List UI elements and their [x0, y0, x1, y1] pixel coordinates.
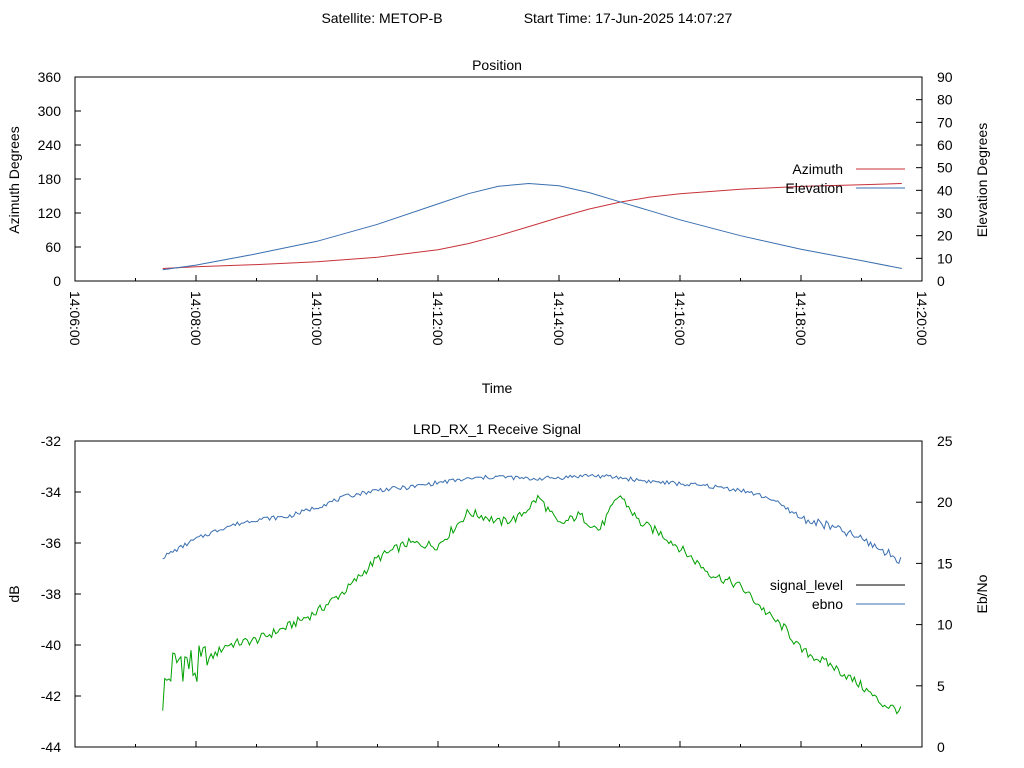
signal-legend: signal_level ebno: [770, 577, 905, 612]
position-y2-tick-label: 20: [937, 228, 953, 244]
position-y2-tick-label: 60: [937, 137, 953, 153]
legend-azimuth-label: Azimuth: [792, 161, 843, 177]
signal-y-tick-label: -42: [41, 688, 61, 704]
signal-y-tick-label: -36: [41, 535, 61, 551]
position-y-tick-label: 180: [38, 171, 62, 187]
position-x-axis-label: Time: [482, 380, 513, 396]
start-time-label: Start Time: 17-Jun-2025 14:07:27: [524, 10, 733, 26]
satellite-label: Satellite: METOP-B: [321, 10, 442, 26]
position-title: Position: [472, 57, 522, 73]
position-x-tick-label: 14:06:00: [67, 291, 83, 346]
position-y-axis-label: Azimuth Degrees: [6, 126, 22, 233]
series-ebno-line: [162, 473, 902, 564]
position-x-tick-label: 14:08:00: [188, 291, 204, 346]
position-y-tick-label: 300: [38, 103, 62, 119]
signal-y2-tick-label: 15: [937, 555, 953, 571]
signal-y-tick-label: -44: [41, 739, 61, 755]
position-x-tick-label: 14:10:00: [309, 291, 325, 346]
signal-y2-tick-label: 5: [937, 678, 945, 694]
position-chart: Position 0 60 120 180 240 300 360 0 10 20 30 40 50 60…: [6, 57, 990, 396]
position-plot-frame: [74, 76, 923, 282]
position-legend: Azimuth Elevation: [785, 161, 905, 196]
position-y-tick-label: 120: [38, 205, 62, 221]
signal-y2-tick-label: 20: [937, 494, 953, 510]
position-y2-tick-label: 30: [937, 205, 953, 221]
legend-elevation-label: Elevation: [785, 180, 843, 196]
signal-y2-tick-label: 0: [937, 739, 945, 755]
position-x-tick-label: 14:16:00: [672, 291, 688, 346]
legend-ebno-label: ebno: [812, 596, 843, 612]
position-y2-tick-label: 80: [937, 92, 953, 108]
position-x-tick-label: 14:18:00: [793, 291, 809, 346]
signal-y2-axis-label: Eb/No: [974, 574, 990, 613]
signal-title: LRD_RX_1 Receive Signal: [413, 421, 581, 437]
position-x-tick-label: 14:14:00: [551, 291, 567, 346]
series-azimuth-line: [162, 183, 902, 269]
position-y2-tick-label: 10: [937, 250, 953, 266]
position-y-tick-label: 240: [38, 137, 62, 153]
position-y-tick-label: 0: [53, 273, 61, 289]
position-x-tick-label: 14:20:00: [914, 291, 930, 346]
signal-y-tick-label: -40: [41, 637, 61, 653]
signal-plot-frame: [74, 440, 923, 748]
signal-y-tick-label: -32: [41, 433, 61, 449]
position-y2-tick-label: 70: [937, 114, 953, 130]
signal-y-axis-label: dB: [6, 585, 22, 602]
signal-chart: LRD_RX_1 Receive Signal -44 -42 -40 -38 -36 -…: [6, 421, 990, 755]
signal-y-tick-label: -38: [41, 586, 61, 602]
position-y2-tick-label: 90: [937, 69, 953, 85]
legend-signal-level-label: signal_level: [770, 577, 843, 593]
position-y-tick-label: 60: [45, 239, 61, 255]
position-x-tick-label: 14:12:00: [430, 291, 446, 346]
position-y2-tick-label: 40: [937, 182, 953, 198]
series-elevation-line: [162, 182, 902, 271]
signal-y2-tick-label: 25: [937, 433, 953, 449]
position-y-tick-label: 360: [38, 69, 62, 85]
series-signal-level-line: [162, 494, 902, 715]
position-y2-tick-label: 0: [937, 273, 945, 289]
signal-y2-tick-label: 10: [937, 617, 953, 633]
signal-y-tick-label: -34: [41, 484, 61, 500]
position-y2-axis-label: Elevation Degrees: [974, 123, 990, 237]
position-y2-tick-label: 50: [937, 160, 953, 176]
